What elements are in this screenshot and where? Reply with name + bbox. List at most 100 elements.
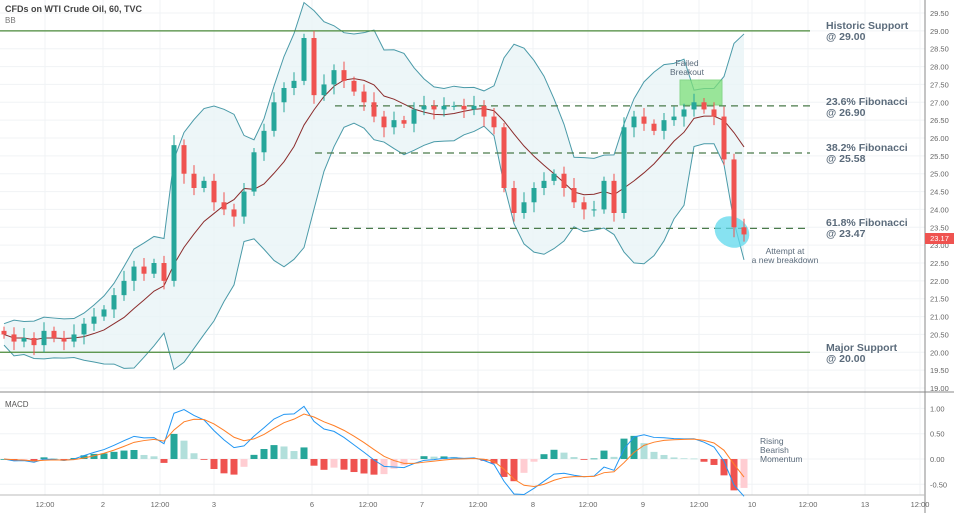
candle-body xyxy=(221,202,227,210)
macd-histogram-bar xyxy=(300,447,308,459)
price-tick-label: 24.00 xyxy=(930,205,949,214)
price-tick-label: 27.50 xyxy=(930,80,949,89)
macd-histogram-bar xyxy=(310,459,318,466)
candle-body xyxy=(81,323,87,335)
macd-histogram-bar xyxy=(400,459,408,466)
candle-body xyxy=(461,105,467,110)
candle-body xyxy=(281,88,287,103)
macd-tick-label: 0.00 xyxy=(930,455,945,464)
candle-body xyxy=(521,202,527,213)
candle-body xyxy=(601,180,607,210)
candle-body xyxy=(711,109,717,117)
historic-support-label: Historic Support @ 29.00 xyxy=(826,20,909,43)
macd-histogram-bar xyxy=(280,446,288,459)
macd-histogram-bar xyxy=(530,459,538,462)
candle-body xyxy=(501,127,507,188)
candle-body xyxy=(391,120,397,128)
macd-histogram-bar xyxy=(130,449,138,459)
macd-histogram-bar xyxy=(440,456,448,459)
price-tick-label: 28.00 xyxy=(930,63,949,72)
macd-tick-label: 0.50 xyxy=(930,430,945,439)
price-tick-label: 23.50 xyxy=(930,223,949,232)
macd-label: MACD xyxy=(5,400,29,409)
macd-histogram-bar xyxy=(730,459,738,491)
price-tick-label: 21.50 xyxy=(930,295,949,304)
fib-618-label: 61.8% Fibonacci @ 23.47 xyxy=(826,217,908,240)
macd-histogram-bar xyxy=(410,459,418,460)
macd-histogram-bar xyxy=(710,459,718,465)
candle-body xyxy=(401,120,407,124)
macd-histogram-bar xyxy=(420,456,428,459)
time-tick-label: 10 xyxy=(748,500,756,509)
bollinger-upper xyxy=(3,1,745,325)
failed-breakout-note: Failed Breakout xyxy=(669,58,705,77)
macd-histogram-bar xyxy=(40,457,48,459)
candle-body xyxy=(681,109,687,117)
macd-histogram-bar xyxy=(170,433,178,459)
candle-body xyxy=(141,266,147,274)
macd-histogram-bar xyxy=(240,459,248,467)
candle-body xyxy=(731,159,737,228)
price-tick-label: 21.00 xyxy=(930,313,949,322)
macd-histogram-bar xyxy=(80,455,88,459)
chart-title: CFDs on WTI Crude Oil, 60, TVC xyxy=(5,4,143,14)
macd-histogram-bar xyxy=(270,445,278,459)
candle-body xyxy=(61,338,67,342)
candle-body xyxy=(121,280,127,296)
macd-histogram-bar xyxy=(510,459,518,482)
price-tick-label: 29.00 xyxy=(930,27,949,36)
time-tick-label: 3 xyxy=(212,500,216,509)
macd-histogram-bar xyxy=(680,458,688,460)
candle-body xyxy=(671,116,677,121)
candle-body xyxy=(91,316,97,324)
price-tick-label: 19.50 xyxy=(930,366,949,375)
bollinger-band-fill xyxy=(4,2,744,370)
fib-382-label: 38.2% Fibonacci @ 25.58 xyxy=(826,142,908,165)
macd-histogram-bar xyxy=(370,459,378,475)
price-tick-label: 29.50 xyxy=(930,9,949,18)
candle-body xyxy=(611,180,617,213)
macd-histogram-bar xyxy=(330,459,338,468)
time-tick-label: 12:00 xyxy=(36,500,55,509)
price-tick-label: 20.50 xyxy=(930,330,949,339)
candle-body xyxy=(581,202,587,210)
candle-body xyxy=(541,180,547,188)
major-support-label: Major Support @ 20.00 xyxy=(826,342,898,365)
price-tick-label: 24.50 xyxy=(930,188,949,197)
candle-body xyxy=(291,80,297,88)
macd-histogram-bar xyxy=(560,452,568,459)
candle-body xyxy=(511,188,517,213)
macd-histogram-bar xyxy=(690,458,698,460)
candle-body xyxy=(201,180,207,188)
macd-histogram-bar xyxy=(260,449,268,459)
macd-histogram-bar xyxy=(350,459,358,473)
time-tick-label: 12:00 xyxy=(151,500,170,509)
time-tick-label: 13 xyxy=(861,500,869,509)
macd-histogram-bar xyxy=(630,435,638,459)
macd-histogram-bar xyxy=(360,459,368,474)
macd-histogram-bar xyxy=(100,453,108,459)
macd-line xyxy=(3,405,745,497)
time-tick-label: 12:00 xyxy=(690,500,709,509)
candle-body xyxy=(131,266,137,281)
price-tick-label: 22.00 xyxy=(930,277,949,286)
macd-tick-label: 1.00 xyxy=(930,404,945,413)
bollinger-basis xyxy=(3,78,745,341)
candle-body xyxy=(101,309,107,317)
macd-histogram-bar xyxy=(210,459,218,470)
fib-236-label: 23.6% Fibonacci @ 26.90 xyxy=(826,96,908,119)
failed-breakout-box xyxy=(679,79,723,106)
candle-body xyxy=(191,173,197,188)
attempt-breakdown-note: Attempt at a new breakdown xyxy=(751,246,819,265)
candle-body xyxy=(411,109,417,124)
macd-histogram-bar xyxy=(480,459,488,461)
candle-body xyxy=(621,127,627,213)
signal-line xyxy=(3,413,745,488)
macd-histogram-bar xyxy=(290,451,298,459)
time-tick-label: 9 xyxy=(641,500,645,509)
macd-histogram-bar xyxy=(740,459,748,488)
macd-histogram-bar xyxy=(600,450,608,459)
candle-body xyxy=(721,116,727,160)
candle-body xyxy=(71,334,77,342)
